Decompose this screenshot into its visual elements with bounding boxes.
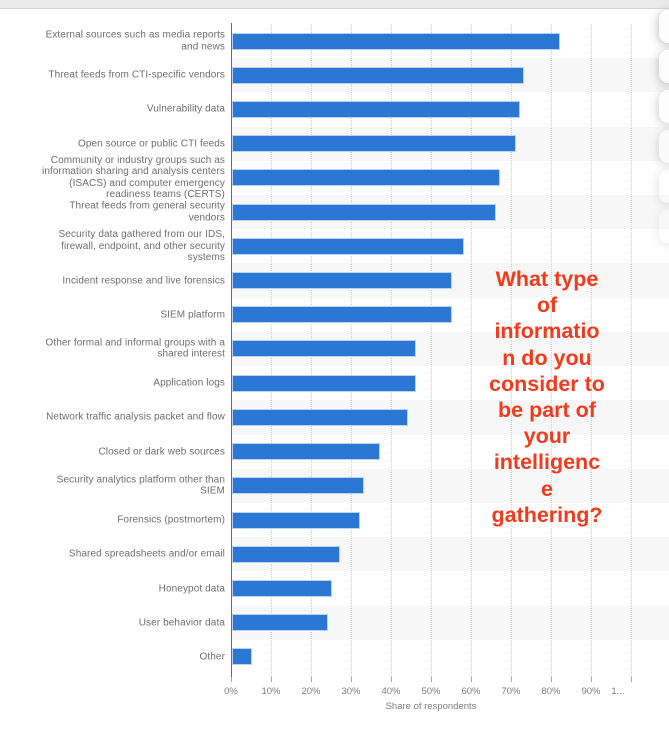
action-card-button[interactable] — [659, 90, 669, 123]
category-label: Open source or public CTI feeds — [77, 137, 225, 149]
action-card-button[interactable] — [659, 130, 669, 163]
bar[interactable] — [232, 203, 496, 221]
x-axis-tick — [431, 677, 432, 682]
x-axis-tick — [351, 677, 352, 682]
x-axis-tick — [511, 677, 512, 682]
bar[interactable] — [232, 443, 380, 461]
category-label: SIEM platform — [160, 309, 225, 320]
x-axis-tick — [551, 677, 552, 682]
bar[interactable] — [232, 100, 520, 118]
x-axis-tick — [631, 677, 632, 682]
x-tick-label: 90% — [581, 686, 601, 697]
bar[interactable] — [232, 648, 252, 666]
gridline — [591, 23, 592, 677]
category-label: Community or industry groups such as inf… — [42, 154, 225, 201]
category-label: External sources such as media reports a… — [45, 29, 225, 53]
chart-question-annotation: What type of informatio n do you conside… — [489, 267, 605, 527]
x-axis-tick — [271, 677, 272, 682]
category-label: Incident response and live forensics — [62, 274, 225, 286]
bar[interactable] — [232, 374, 416, 392]
x-tick-label: 30% — [341, 686, 361, 697]
category-label: Network traffic analysis packet and flow — [46, 411, 225, 423]
action-card-button[interactable] — [659, 10, 669, 43]
x-tick-label: 60% — [461, 686, 481, 697]
category-label: Forensics (postmortem) — [117, 514, 225, 526]
gridline — [631, 23, 632, 677]
bar[interactable] — [232, 511, 360, 529]
bar[interactable] — [232, 237, 464, 255]
category-label: Closed or dark web sources — [98, 445, 225, 457]
category-label: Shared spreadsheets and/or email — [68, 548, 225, 560]
bar[interactable] — [232, 545, 340, 563]
x-tick-label: 0% — [224, 686, 238, 697]
x-tick-label: 20% — [301, 686, 321, 697]
category-label: Threat feeds from general security vendo… — [69, 200, 225, 224]
category-label: Other formal and informal groups with a … — [45, 337, 225, 360]
action-card-button[interactable] — [659, 210, 669, 243]
bar[interactable] — [232, 477, 364, 495]
category-label: Other — [199, 651, 225, 663]
bar[interactable] — [232, 408, 408, 426]
gridline — [471, 23, 472, 677]
bar[interactable] — [232, 169, 500, 187]
x-tick-label: 80% — [541, 686, 561, 697]
x-axis-tick — [591, 677, 592, 682]
category-label: User behavior data — [138, 616, 225, 628]
action-card-button[interactable] — [659, 170, 669, 203]
y-axis-line — [231, 23, 232, 682]
bar[interactable] — [232, 306, 452, 324]
top-bar — [0, 0, 669, 9]
gridline — [431, 23, 432, 677]
bar[interactable] — [232, 614, 328, 632]
x-tick-label: 10% — [261, 686, 281, 697]
x-axis-tick — [391, 677, 392, 682]
action-card-button[interactable] — [659, 50, 669, 83]
x-tick-label: 70% — [501, 686, 521, 697]
x-axis-title: Share of respondents — [385, 701, 477, 712]
category-label: Application logs — [153, 377, 225, 389]
x-tick-label: 1... — [611, 686, 625, 697]
category-label: Honeypot data — [158, 582, 225, 594]
category-label: Security analytics platform other than S… — [56, 474, 225, 497]
x-tick-label: 50% — [421, 686, 441, 697]
x-axis-tick — [471, 677, 472, 682]
x-axis-tick — [311, 677, 312, 682]
gridline — [551, 23, 552, 677]
bar[interactable] — [232, 66, 524, 84]
bar[interactable] — [232, 32, 560, 50]
category-label: Threat feeds from CTI-specific vendors — [48, 69, 225, 81]
category-label: Security data gathered from our IDS, fir… — [58, 229, 225, 264]
x-tick-label: 40% — [381, 686, 401, 697]
x-axis-tick — [231, 677, 232, 682]
bar[interactable] — [232, 340, 416, 358]
bar[interactable] — [232, 272, 452, 290]
bar[interactable] — [232, 580, 332, 598]
category-label: Vulnerability data — [146, 103, 225, 115]
bar[interactable] — [232, 135, 516, 153]
gridline — [511, 23, 512, 677]
